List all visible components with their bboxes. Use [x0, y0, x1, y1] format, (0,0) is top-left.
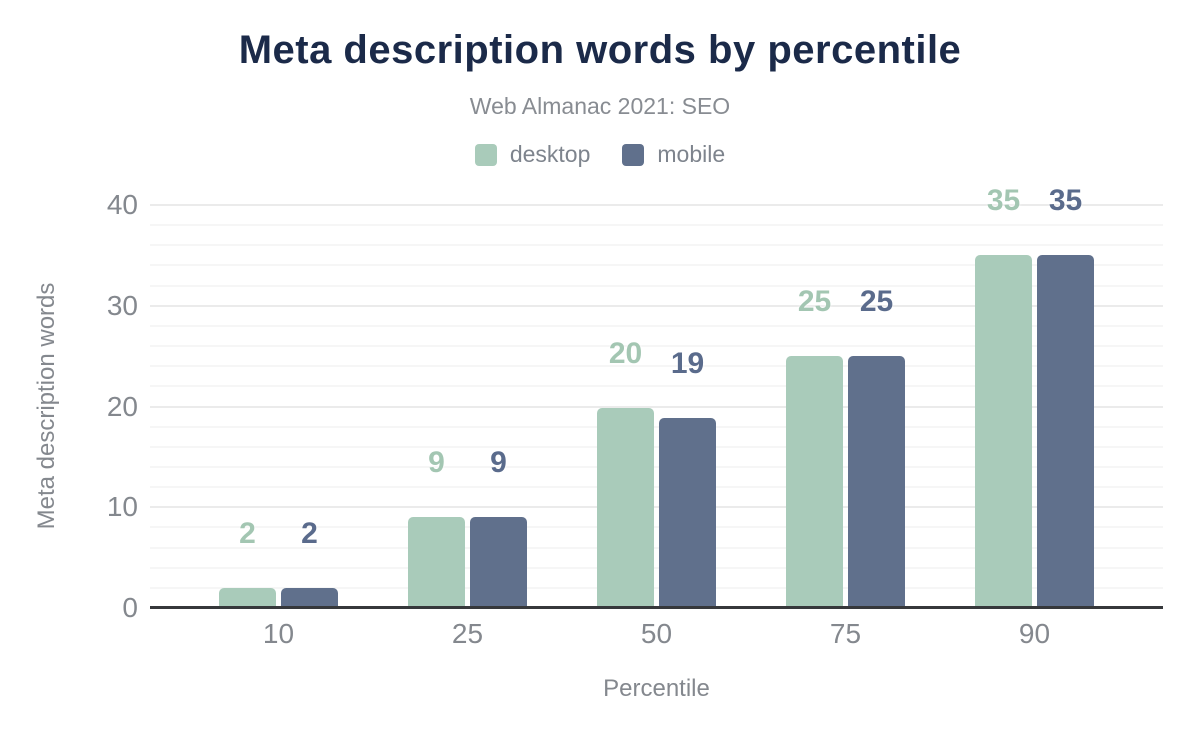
bar-desktop-p10[interactable] [219, 587, 276, 608]
bar-desktop-p50[interactable] [597, 407, 654, 608]
gridline-y-30 [150, 304, 1163, 307]
gridline-y-34 [150, 264, 1163, 267]
gridline-y-20 [150, 405, 1163, 408]
gridline-y-14 [150, 465, 1163, 468]
bar-mobile-p90[interactable] [1037, 255, 1094, 608]
value-label-mobile-p75: 25 [859, 285, 894, 319]
gridline-y-2 [150, 586, 1163, 589]
gridline-y-26 [150, 345, 1163, 348]
value-label-desktop-p25: 9 [428, 446, 445, 480]
bar-mobile-p50[interactable] [659, 417, 716, 608]
y-tick-label-40: 40 [106, 189, 138, 220]
bar-mobile-p75[interactable] [848, 356, 905, 608]
y-tick-label-30: 30 [106, 289, 138, 321]
value-label-mobile-p25: 9 [490, 446, 507, 480]
gridline-y-8 [150, 526, 1163, 529]
gridline-y-12 [150, 486, 1163, 489]
x-axis-line [150, 606, 1163, 609]
x-tick-label-75: 75 [829, 618, 862, 649]
value-label-desktop-p75: 25 [797, 285, 832, 319]
gridline-y-36 [150, 244, 1163, 247]
gridline-y-28 [150, 324, 1163, 327]
gridline-y-10 [150, 506, 1163, 509]
gridline-y-22 [150, 385, 1163, 388]
value-label-desktop-p90: 35 [986, 184, 1021, 218]
x-tick-label-25: 25 [451, 618, 484, 649]
gridline-y-32 [150, 284, 1163, 287]
x-axis-title: Percentile [603, 675, 710, 702]
value-label-mobile-p10: 2 [301, 516, 318, 550]
y-axis-title: Meta description words [33, 282, 60, 530]
x-tick-label-10: 10 [262, 618, 295, 649]
bar-desktop-p90[interactable] [975, 255, 1032, 608]
x-tick-label-50: 50 [640, 618, 673, 649]
desktop-series-swatch-icon [474, 143, 497, 166]
plot-area: 2 2 9 9 20 19 25 25 35 35 [150, 184, 1163, 608]
gridline-y-4 [150, 566, 1163, 569]
gridline-y-18 [150, 425, 1163, 428]
gridline-y-38 [150, 224, 1163, 227]
legend-label-mobile: mobile [657, 141, 726, 167]
gridline-y-16 [150, 445, 1163, 448]
y-tick-label-10: 10 [106, 491, 138, 523]
legend: desktop mobile [0, 141, 1200, 168]
gridline-y-24 [150, 365, 1163, 368]
bar-desktop-p75[interactable] [786, 356, 843, 608]
gridline-y-40 [150, 204, 1163, 206]
mobile-series-swatch-icon [622, 143, 645, 166]
y-tick-label-20: 20 [106, 390, 138, 422]
bar-mobile-p25[interactable] [470, 517, 527, 608]
x-tick-label-90: 90 [1018, 618, 1051, 649]
chart-title: Meta description words by percentile [238, 28, 962, 72]
y-tick-label-0: 0 [122, 592, 138, 623]
gridline-y-6 [150, 546, 1163, 549]
value-label-mobile-p90: 35 [1048, 184, 1083, 218]
bar-mobile-p10[interactable] [281, 587, 338, 608]
value-label-desktop-p10: 2 [239, 516, 256, 550]
value-label-desktop-p50: 20 [608, 336, 643, 370]
legend-label-desktop: desktop [509, 141, 591, 167]
bar-desktop-p25[interactable] [408, 517, 465, 608]
chart-subtitle: Web Almanac 2021: SEO [469, 93, 731, 119]
value-label-mobile-p50: 19 [670, 346, 705, 380]
legend-item-mobile[interactable]: mobile [622, 141, 725, 168]
legend-item-desktop[interactable]: desktop [474, 141, 591, 168]
